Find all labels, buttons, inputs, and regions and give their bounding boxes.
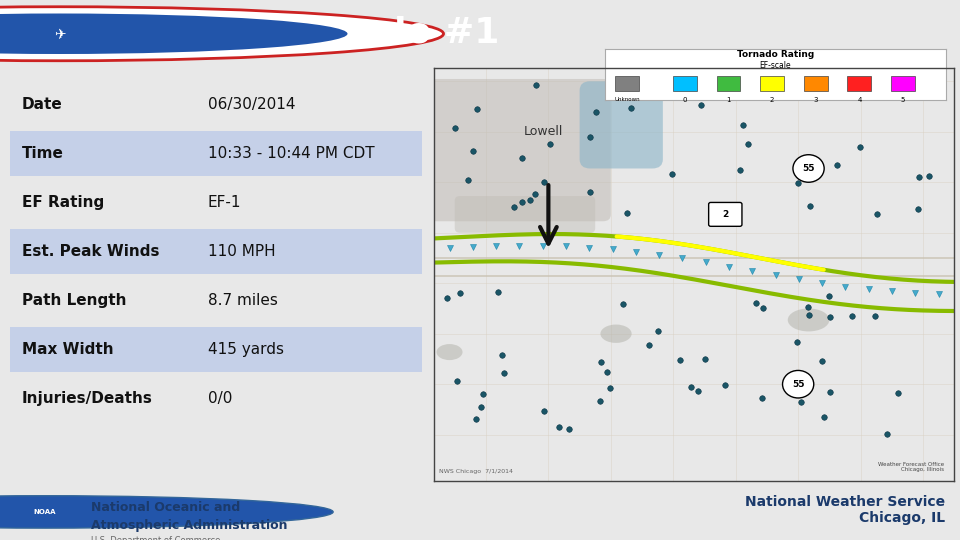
Bar — [10, 131, 422, 176]
Text: NOAA: NOAA — [34, 509, 57, 515]
Text: Tornado Rating: Tornado Rating — [736, 50, 814, 58]
Text: ✈: ✈ — [54, 27, 65, 40]
Text: Lowell Tornado #1: Lowell Tornado #1 — [125, 16, 499, 49]
Bar — [10, 229, 422, 274]
Ellipse shape — [600, 325, 632, 343]
Text: Time: Time — [22, 146, 64, 161]
Text: 2: 2 — [722, 210, 729, 219]
Text: 2: 2 — [770, 97, 775, 103]
Text: Lowell: Lowell — [523, 125, 563, 138]
Circle shape — [793, 155, 824, 183]
Bar — [673, 76, 697, 91]
Text: 1: 1 — [727, 97, 731, 103]
Text: 0: 0 — [683, 97, 687, 103]
Bar — [10, 180, 422, 225]
Text: National Weather Service
Chicago, IL: National Weather Service Chicago, IL — [746, 495, 946, 525]
Text: 415 yards: 415 yards — [207, 342, 284, 357]
Bar — [716, 76, 740, 91]
Circle shape — [0, 496, 333, 528]
Text: Est. Peak Winds: Est. Peak Winds — [22, 244, 159, 259]
Bar — [891, 76, 915, 91]
FancyBboxPatch shape — [429, 79, 611, 221]
Text: Date: Date — [22, 97, 62, 112]
Text: EF-1: EF-1 — [207, 195, 241, 210]
Ellipse shape — [788, 308, 829, 332]
Text: NWS Chicago  7/1/2014: NWS Chicago 7/1/2014 — [439, 469, 514, 475]
Text: 3: 3 — [813, 97, 818, 103]
Circle shape — [0, 14, 348, 54]
Text: Weather Forecast Office
Chicago, Illinois: Weather Forecast Office Chicago, Illinoi… — [877, 462, 944, 472]
Bar — [10, 376, 422, 421]
Bar — [10, 82, 422, 127]
FancyBboxPatch shape — [708, 202, 742, 226]
Text: 55: 55 — [803, 164, 815, 173]
Circle shape — [782, 370, 814, 398]
Text: 55: 55 — [792, 380, 804, 389]
Bar — [760, 76, 784, 91]
FancyBboxPatch shape — [455, 196, 595, 233]
Circle shape — [0, 6, 444, 60]
Text: U.S. Department of Commerce: U.S. Department of Commerce — [91, 536, 221, 540]
Text: Unknown: Unknown — [614, 97, 639, 102]
Text: 4: 4 — [857, 97, 861, 103]
Text: 8.7 miles: 8.7 miles — [207, 293, 277, 308]
Text: 110 MPH: 110 MPH — [207, 244, 276, 259]
Bar — [804, 76, 828, 91]
Bar — [615, 76, 639, 91]
Text: Max Width: Max Width — [22, 342, 113, 357]
Text: 06/30/2014: 06/30/2014 — [207, 97, 296, 112]
Text: 5: 5 — [900, 97, 905, 103]
Text: 0/0: 0/0 — [207, 391, 232, 406]
Ellipse shape — [437, 344, 463, 360]
Text: EF-scale: EF-scale — [759, 62, 791, 70]
Text: EF Rating: EF Rating — [22, 195, 105, 210]
Bar — [848, 76, 872, 91]
FancyBboxPatch shape — [580, 82, 662, 168]
Bar — [10, 278, 422, 323]
Text: Injuries/Deaths: Injuries/Deaths — [22, 391, 153, 406]
Bar — [10, 327, 422, 372]
Text: Atmospheric Administration: Atmospheric Administration — [91, 519, 288, 532]
Text: Path Length: Path Length — [22, 293, 127, 308]
Text: National Oceanic and: National Oceanic and — [91, 501, 240, 514]
Text: 10:33 - 10:44 PM CDT: 10:33 - 10:44 PM CDT — [207, 146, 374, 161]
